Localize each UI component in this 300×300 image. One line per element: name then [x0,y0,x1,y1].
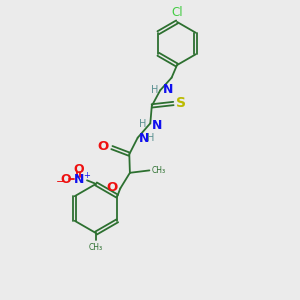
Text: N: N [152,118,163,132]
Text: CH₃: CH₃ [151,166,165,175]
Text: O: O [106,181,117,194]
Text: S: S [176,97,186,110]
Text: +: + [83,171,90,180]
Text: Cl: Cl [171,7,183,20]
Text: CH₃: CH₃ [89,243,103,252]
Text: O: O [73,163,84,176]
Text: N: N [163,83,173,96]
Text: N: N [74,172,84,186]
Text: H: H [139,119,146,130]
Text: O: O [98,140,109,154]
Text: H: H [147,133,155,143]
Text: −: − [56,177,65,187]
Text: O: O [60,172,71,186]
Text: N: N [139,132,149,145]
Text: H: H [151,85,159,95]
